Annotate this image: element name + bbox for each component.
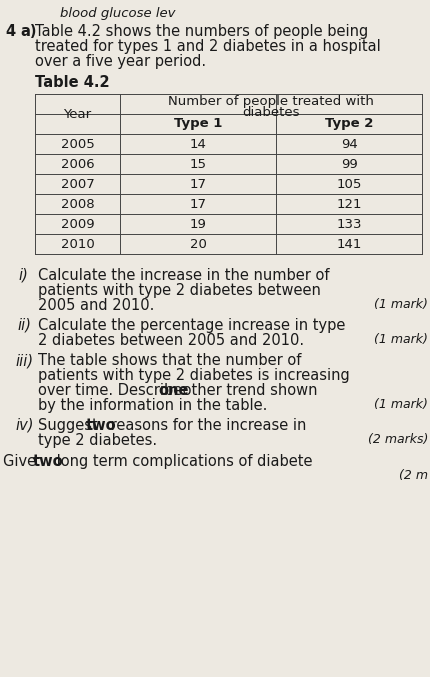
Text: Type 2: Type 2 [325, 118, 373, 131]
Text: 19: 19 [190, 217, 206, 230]
Text: 20: 20 [190, 238, 206, 250]
Text: 14: 14 [190, 137, 206, 150]
Text: 105: 105 [336, 177, 362, 190]
Text: treated for types 1 and 2 diabetes in a hospital: treated for types 1 and 2 diabetes in a … [35, 39, 381, 54]
Text: long term complications of diabete: long term complications of diabete [52, 454, 313, 469]
Text: 2008: 2008 [61, 198, 94, 211]
Text: by the information in the table.: by the information in the table. [38, 398, 267, 413]
Text: 2 diabetes between 2005 and 2010.: 2 diabetes between 2005 and 2010. [38, 333, 304, 348]
Text: Suggest: Suggest [38, 418, 102, 433]
Text: other trend shown: other trend shown [178, 383, 317, 398]
Text: blood glucose lev: blood glucose lev [60, 7, 175, 20]
Text: 17: 17 [190, 177, 206, 190]
Text: (2 marks): (2 marks) [368, 433, 428, 446]
Text: Give: Give [3, 454, 41, 469]
Text: 99: 99 [341, 158, 357, 171]
Text: patients with type 2 diabetes is increasing: patients with type 2 diabetes is increas… [38, 368, 350, 383]
Text: ii): ii) [17, 318, 31, 333]
Text: 133: 133 [336, 217, 362, 230]
Text: Calculate the increase in the number of: Calculate the increase in the number of [38, 268, 329, 283]
Text: (1 mark): (1 mark) [374, 298, 428, 311]
Text: (2 m: (2 m [399, 469, 428, 482]
Text: Table 4.2 shows the numbers of people being: Table 4.2 shows the numbers of people be… [35, 24, 368, 39]
Text: one: one [158, 383, 188, 398]
Text: 121: 121 [336, 198, 362, 211]
Text: 2009: 2009 [61, 217, 94, 230]
Text: over time. Describe: over time. Describe [38, 383, 187, 398]
Text: type 2 diabetes.: type 2 diabetes. [38, 433, 157, 448]
Text: 17: 17 [190, 198, 206, 211]
Text: reasons for the increase in: reasons for the increase in [105, 418, 306, 433]
Text: iv): iv) [15, 418, 34, 433]
Text: Year: Year [64, 108, 92, 121]
Text: two: two [86, 418, 117, 433]
Text: (1 mark): (1 mark) [374, 333, 428, 346]
Text: 2005: 2005 [61, 137, 94, 150]
Text: iii): iii) [15, 353, 33, 368]
Text: Calculate the percentage increase in type: Calculate the percentage increase in typ… [38, 318, 345, 333]
Text: Number of people treated with: Number of people treated with [168, 95, 374, 108]
Text: The table shows that the number of: The table shows that the number of [38, 353, 301, 368]
Text: (1 mark): (1 mark) [374, 398, 428, 411]
Text: two: two [33, 454, 64, 469]
Text: 94: 94 [341, 137, 357, 150]
Text: Type 1: Type 1 [174, 118, 222, 131]
Text: Table 4.2: Table 4.2 [35, 75, 110, 90]
Text: patients with type 2 diabetes between: patients with type 2 diabetes between [38, 283, 321, 298]
Text: 2005 and 2010.: 2005 and 2010. [38, 298, 154, 313]
Text: over a five year period.: over a five year period. [35, 54, 206, 69]
Text: 4: 4 [5, 24, 15, 39]
Text: 2007: 2007 [61, 177, 94, 190]
Text: 15: 15 [190, 158, 206, 171]
Text: 141: 141 [336, 238, 362, 250]
Text: 2010: 2010 [61, 238, 94, 250]
Text: 2006: 2006 [61, 158, 94, 171]
Text: diabetes: diabetes [242, 106, 300, 119]
Text: i): i) [18, 268, 28, 283]
Text: a): a) [20, 24, 37, 39]
